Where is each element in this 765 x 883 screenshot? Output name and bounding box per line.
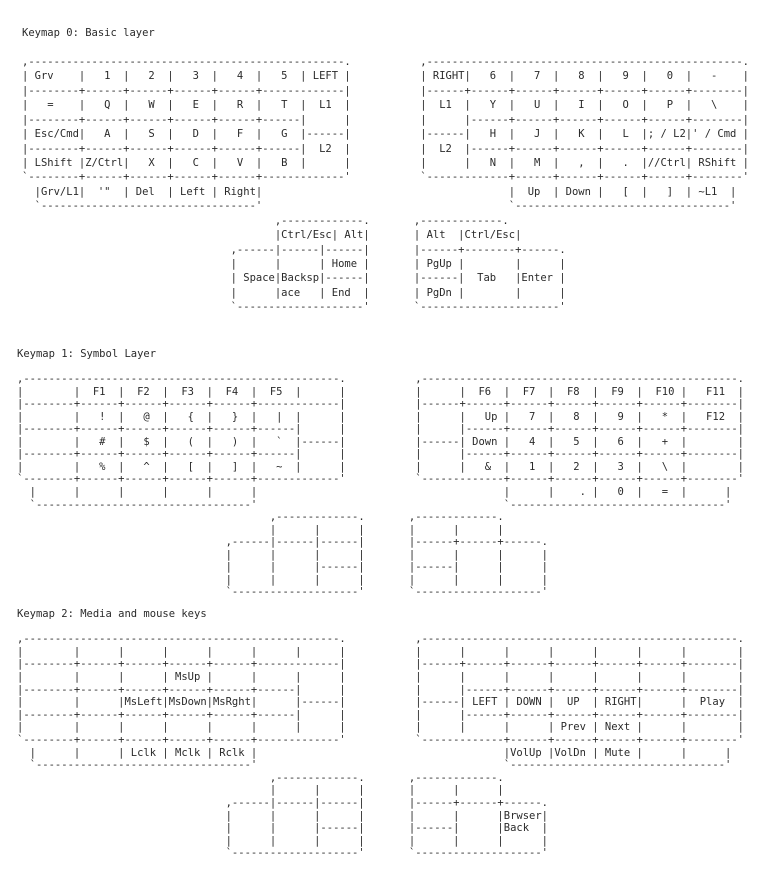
diagram-line: ,---------------------------------------… [17, 373, 744, 386]
diagram-line: | | ! | @ | { | } | | | | | | Up | 7 | 8… [17, 410, 744, 423]
diagram-line: ,-------------. ,-------------. [17, 771, 504, 784]
diagram-line: `--------+------+------+------+------+--… [17, 733, 744, 746]
diagram-line: |--------+------+------+------+------+--… [17, 423, 744, 436]
blank-line [17, 361, 744, 374]
diagram-line: | | F1 | F2 | F3 | F4 | F5 | | | | F6 | … [17, 385, 744, 398]
keymap-diagram: ,---------------------------------------… [22, 55, 749, 315]
diagram-line: | Esc/Cmd| A | S | D | F | G |------| |-… [22, 128, 749, 141]
diagram-line: | LShift |Z/Ctrl| X | C | V | B | | | | … [22, 156, 749, 169]
diagram-line: | | | | MsUp | | | | | | | | | | | | [17, 670, 744, 683]
diagram-line: `----------------------------------' `--… [17, 498, 732, 511]
diagram-line: `--------------------' `----------------… [17, 847, 549, 860]
diagram-line: `--------+------+------+------+------+--… [22, 171, 749, 184]
keymap-0-section: Keymap 0: Basic layer ,------------------… [22, 26, 749, 315]
blank-line [22, 40, 749, 54]
diagram-line: `--------------------' `----------------… [22, 301, 566, 314]
diagram-line: ,------|------|------| |------+------+--… [17, 796, 549, 809]
diagram-line: | Grv | 1 | 2 | 3 | 4 | 5 | LEFT | | RIG… [22, 70, 749, 83]
diagram-line: |--------+------+------+------+------+--… [17, 398, 744, 411]
diagram-line: |--------+------+------+------+------+--… [22, 142, 749, 155]
diagram-line: | | | | | | | | | | | | | | | | [17, 645, 744, 658]
diagram-line: | | % | ^ | [ | ] | ~ | | | | & | 1 | 2 … [17, 460, 744, 473]
diagram-line: `----------------------------------' `--… [17, 759, 732, 772]
diagram-line: ,------|------|------| |------+------+--… [17, 536, 549, 549]
diagram-line: ,-------------. ,-------------. [17, 511, 504, 524]
diagram-line: | | | | | | [17, 523, 504, 536]
diagram-line: | | # | $ | ( | ) | ` |------| |------| … [17, 435, 744, 448]
diagram-line: | | |------| |------| | | [17, 561, 549, 574]
diagram-line: |--------+------+------+------+------+--… [17, 708, 744, 721]
diagram-line: |--------+------+------+------+------+--… [22, 84, 749, 97]
blank-line [17, 621, 744, 634]
diagram-line: |--------+------+------+------+------+--… [17, 683, 744, 696]
diagram-line: |Grv/L1| '" | Del | Left | Right| | Up |… [22, 185, 737, 198]
diagram-line: | | | | | | | | [17, 573, 549, 586]
diagram-line: |--------+------+------+------+------+--… [17, 658, 744, 671]
diagram-line: | | |MsLeft|MsDown|MsRght| |------| |---… [17, 696, 744, 709]
diagram-line: |--------+------+------+------+------+--… [22, 113, 749, 126]
diagram-line: | |ace | End | | PgDn | | | [22, 286, 566, 299]
diagram-line: ,------|------|------| |------+--------+… [22, 243, 566, 256]
diagram-line: | | | Home | | PgUp | | | [22, 258, 566, 270]
section-title: Keymap 0: Basic layer [22, 27, 155, 39]
diagram-line: | | | | | | [17, 784, 504, 797]
diagram-line: | | | Lclk | Mclk | Rclk | |VolUp |VolDn… [17, 746, 732, 759]
diagram-line: | | | | | | |Brwser| [17, 809, 549, 822]
diagram-line: ,---------------------------------------… [17, 633, 744, 646]
diagram-line: `----------------------------------' `--… [22, 200, 737, 213]
keymap-2-section: Keymap 2: Media and mouse keys ,---------… [17, 608, 744, 860]
diagram-line: | | | | | | | | [17, 548, 549, 561]
diagram-line: | Space|Backsp|------| |------| Tab |Ent… [22, 272, 566, 285]
diagram-line: ,---------------------------------------… [22, 55, 749, 68]
keymap-diagram: ,---------------------------------------… [17, 373, 744, 599]
diagram-line: | | | | | | | | | | | | Prev | Next | | … [17, 721, 744, 734]
diagram-line: `--------+------+------+------+------+--… [17, 473, 744, 486]
diagram-line: | | |------| |------| |Back | [17, 822, 549, 835]
keymap-diagram: ,---------------------------------------… [17, 633, 744, 860]
diagram-line: | | | | | | | | . | 0 | = | | [17, 486, 732, 499]
diagram-line: ,-------------. ,-------------. [22, 214, 509, 227]
diagram-line: | | | | | | | | [17, 834, 549, 847]
section-title: Keymap 2: Media and mouse keys [17, 608, 207, 620]
section-title: Keymap 1: Symbol Layer [17, 348, 157, 360]
diagram-line: |Ctrl/Esc| Alt| | Alt |Ctrl/Esc| [22, 229, 522, 242]
diagram-line: `--------------------' `----------------… [17, 586, 549, 599]
diagram-line: |--------+------+------+------+------+--… [17, 448, 744, 461]
diagram-line: | = | Q | W | E | R | T | L1 | | L1 | Y … [22, 99, 749, 112]
keymap-1-section: Keymap 1: Symbol Layer ,-----------------… [17, 348, 744, 599]
